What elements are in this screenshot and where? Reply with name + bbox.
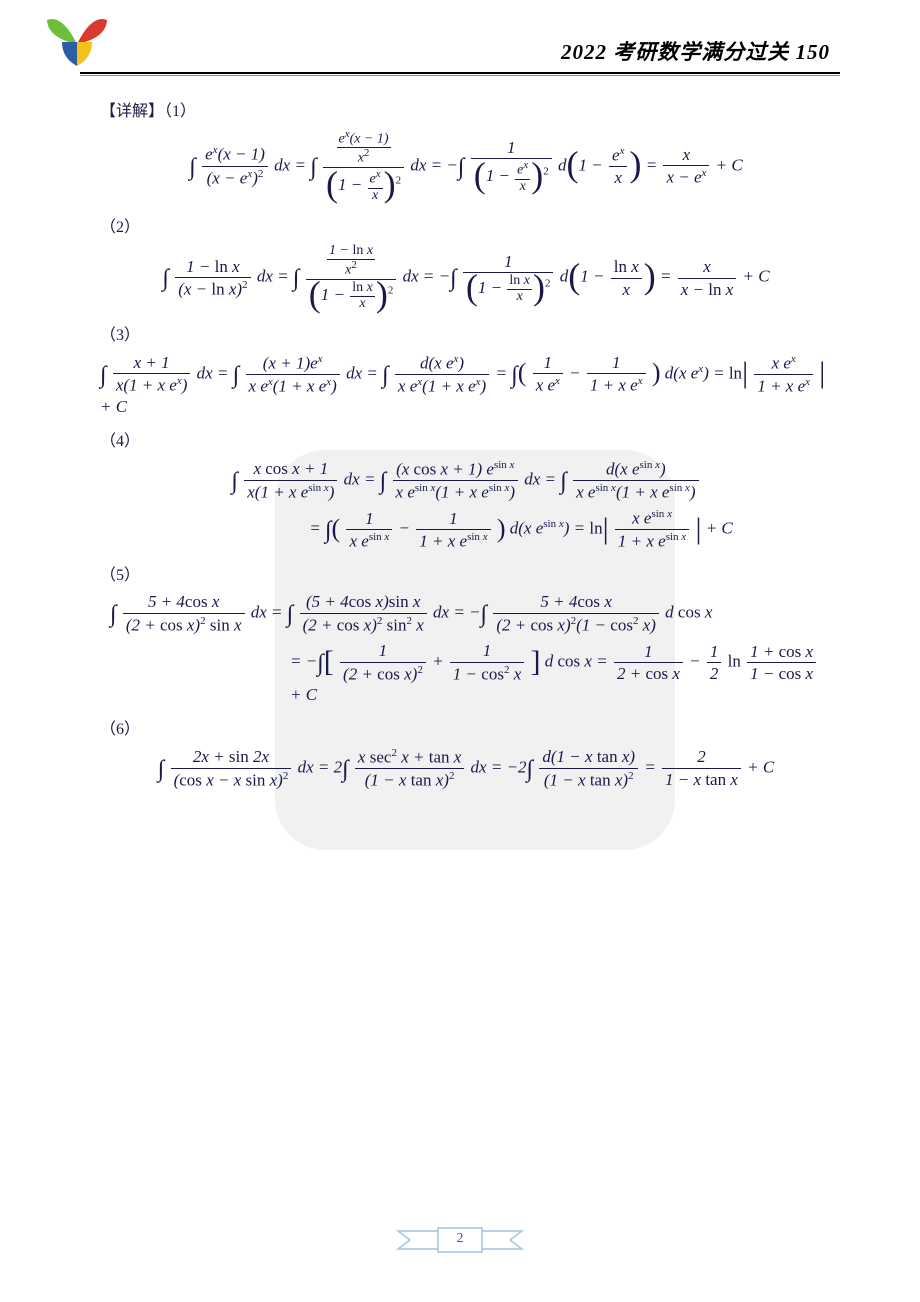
page-number: 2 — [390, 1231, 530, 1247]
equation-4-line1: ∫ x cos x + 1x(1 + x esin x) dx = ∫ (x c… — [100, 459, 832, 502]
equation-2: ∫ 1 − ln x(x − ln x)2 dx = ∫ 1 − ln xx2 … — [100, 244, 832, 311]
detail-label: 【详解】（1） — [100, 102, 832, 123]
label-4: （4） — [100, 432, 832, 453]
equation-3: ∫ x + 1x(1 + x ex) dx = ∫ (x + 1)exx ex(… — [100, 353, 832, 419]
equation-4-line2: = ∫( 1x esin x − 11 + x esin x ) d(x esi… — [100, 508, 832, 551]
label-3: （3） — [100, 326, 832, 347]
header-title: 2022 考研数学满分过关 150 — [561, 36, 830, 66]
equation-5-line2: = −∫[ 1(2 + cos x)2 + 11 − cos2 x ] d co… — [100, 641, 832, 706]
label-6: （6） — [100, 720, 832, 741]
label-5: （5） — [100, 566, 832, 587]
page-ribbon: 2 — [390, 1225, 530, 1255]
page-footer: 2 — [0, 1225, 920, 1260]
equation-5-line1: ∫ 5 + 4cos x(2 + cos x)2 sin x dx = ∫ (5… — [100, 592, 832, 635]
header-rule — [80, 72, 840, 76]
page-header: 2022 考研数学满分过关 150 — [0, 0, 920, 82]
equation-6: ∫ 2x + sin 2x(cos x − x sin x)2 dx = 2∫ … — [100, 747, 832, 790]
page-content: 【详解】（1） ∫ ex(x − 1)(x − ex)2 dx = ∫ ex(x… — [0, 82, 920, 790]
label-2: （2） — [100, 218, 832, 239]
logo-icon — [44, 14, 110, 69]
equation-1: ∫ ex(x − 1)(x − ex)2 dx = ∫ ex(x − 1)x2 … — [100, 129, 832, 204]
